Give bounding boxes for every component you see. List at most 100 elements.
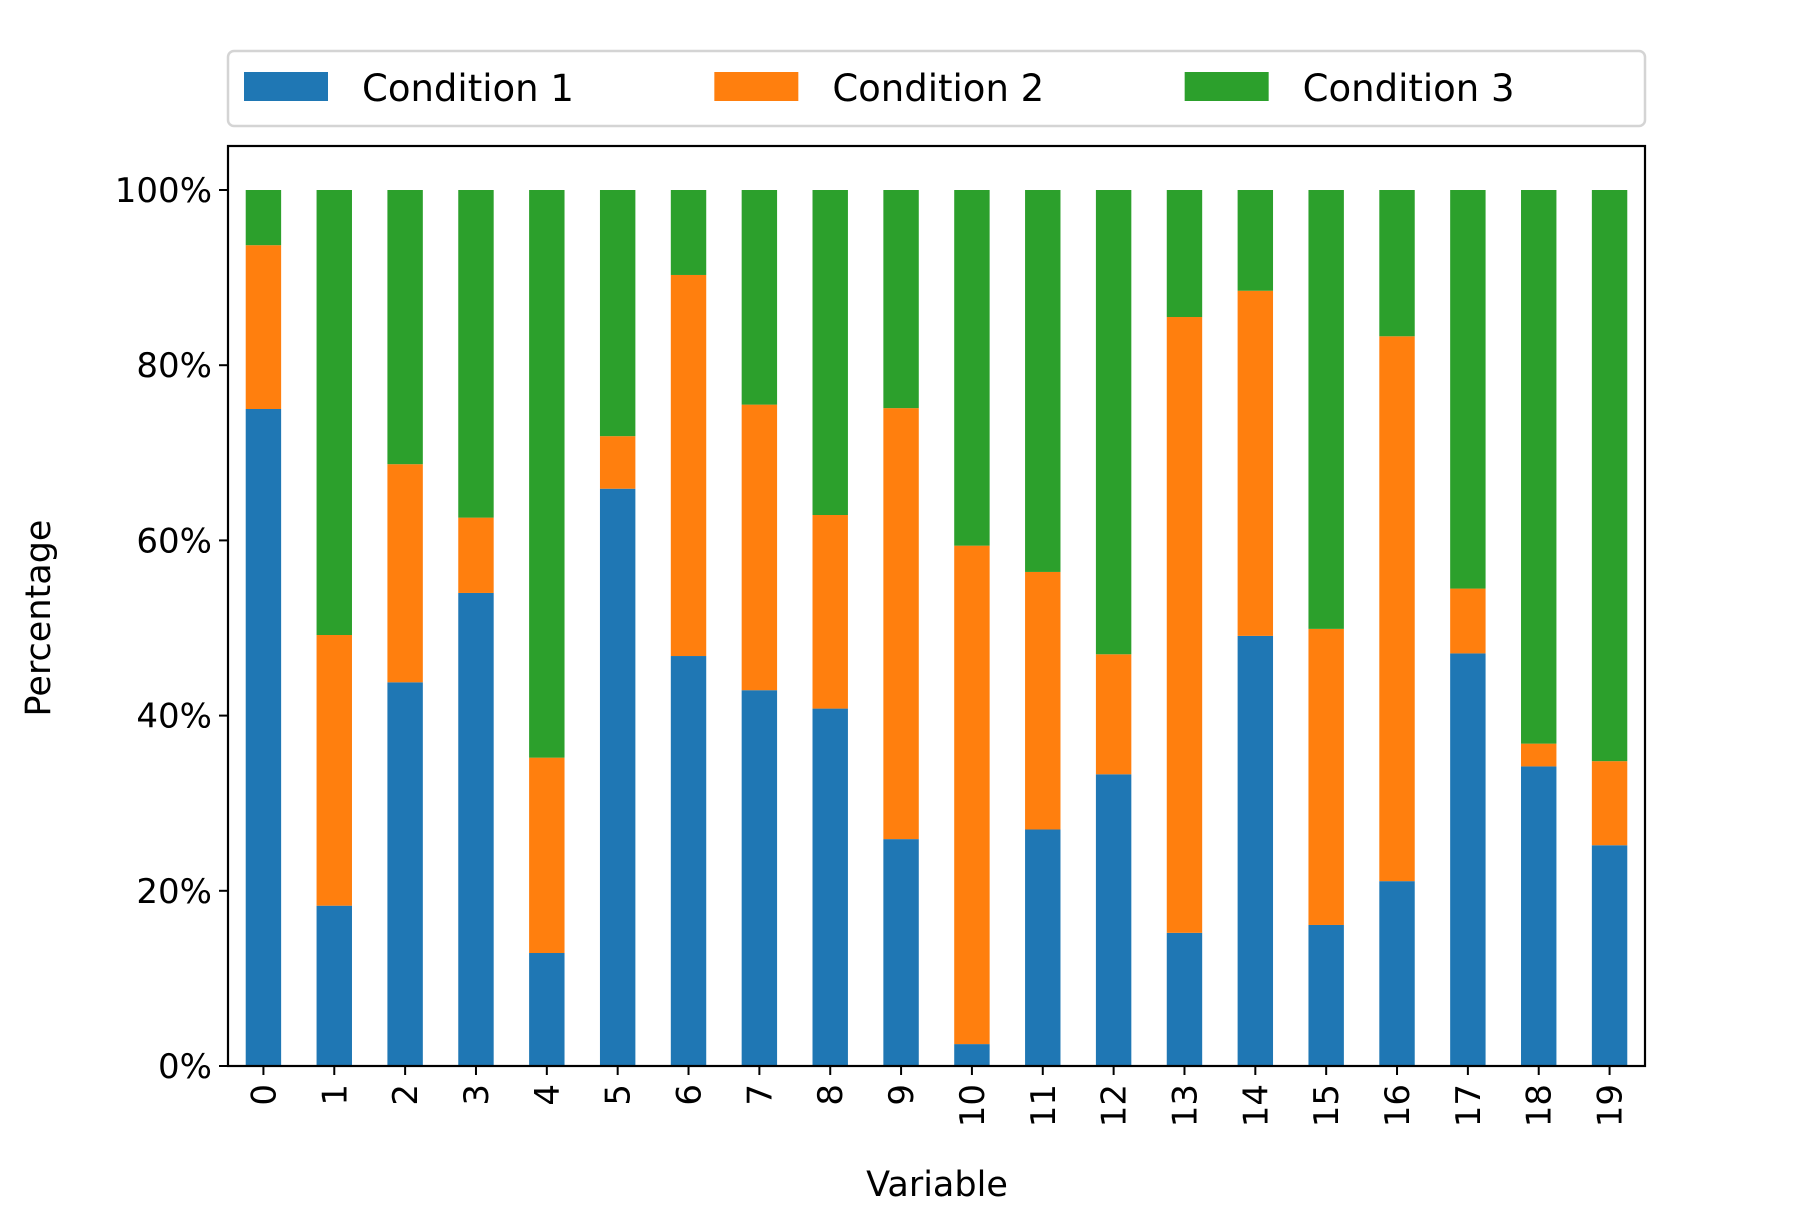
bar-segment-8-series-2: [812, 515, 848, 709]
bar-segment-0-series-1: [245, 409, 282, 1066]
bar-segment-2-series-1: [387, 682, 423, 1066]
bar-segment-10-series-1: [954, 1044, 990, 1066]
bar-segment-4-series-3: [529, 190, 565, 758]
bar-segment-8-series-1: [812, 708, 848, 1066]
bar-segment-16-series-2: [1379, 336, 1415, 882]
bar-segment-17-series-2: [1450, 588, 1486, 654]
bar-segment-14-series-3: [1237, 190, 1274, 291]
legend-swatch-3: [1184, 72, 1269, 101]
bar-segment-5-series-2: [599, 436, 636, 489]
bar-segment-8-series-3: [812, 190, 848, 515]
bar-segment-12-series-1: [1095, 774, 1132, 1066]
x-tick-label-15: 15: [1307, 1084, 1347, 1127]
bar-segment-12-series-3: [1095, 190, 1132, 655]
bar-segment-1-series-3: [316, 190, 352, 636]
x-tick-label-1: 1: [315, 1084, 355, 1106]
x-tick-label-2: 2: [386, 1084, 426, 1106]
bar-segment-3-series-3: [458, 190, 494, 518]
bar-segment-6-series-1: [670, 656, 707, 1066]
x-tick-label-6: 6: [670, 1084, 710, 1106]
x-tick-label-7: 7: [740, 1084, 780, 1106]
bar-segment-10-series-3: [954, 190, 990, 546]
bar-segment-4-series-2: [529, 757, 565, 953]
x-tick-label-10: 10: [953, 1084, 993, 1127]
x-tick-label-8: 8: [811, 1084, 851, 1106]
bar-segment-3-series-1: [458, 592, 494, 1066]
x-tick-label-11: 11: [1024, 1084, 1064, 1127]
bar-segment-16-series-3: [1379, 190, 1415, 337]
bar-segment-4-series-1: [529, 953, 565, 1066]
bar-segment-0-series-3: [245, 190, 282, 246]
bar-segment-13-series-2: [1166, 317, 1203, 933]
bar-segment-9-series-2: [883, 408, 919, 840]
legend-label-1: Condition 1: [362, 67, 574, 110]
bar-segment-18-series-3: [1521, 190, 1557, 744]
bar-segment-5-series-3: [599, 190, 636, 437]
bar-segment-19-series-2: [1591, 761, 1628, 846]
x-axis-label: Variable: [866, 1165, 1008, 1200]
bar-segment-16-series-1: [1379, 881, 1415, 1066]
legend-swatch-1: [244, 72, 328, 101]
bar-segment-15-series-1: [1308, 924, 1344, 1066]
bar-segment-10-series-2: [954, 545, 990, 1045]
bar-segment-19-series-3: [1591, 190, 1628, 762]
bar-segment-17-series-3: [1450, 190, 1486, 589]
x-tick-label-17: 17: [1449, 1084, 1489, 1127]
bar-segment-5-series-1: [599, 488, 636, 1067]
bar-segment-18-series-2: [1521, 743, 1557, 767]
bar-segment-18-series-1: [1521, 766, 1557, 1066]
bar-segment-1-series-2: [316, 635, 352, 906]
bar-segment-9-series-1: [883, 839, 919, 1066]
x-tick-label-16: 16: [1378, 1084, 1418, 1127]
x-tick-label-3: 3: [457, 1084, 497, 1106]
x-tick-label-18: 18: [1520, 1084, 1560, 1127]
bar-segment-2-series-2: [387, 464, 423, 683]
y-tick-label-0: 0%: [158, 1047, 212, 1087]
x-tick-label-14: 14: [1236, 1084, 1276, 1127]
bar-segment-12-series-2: [1095, 654, 1132, 775]
y-axis-label: Percentage: [19, 520, 59, 717]
bar-segment-6-series-3: [670, 190, 707, 275]
bar-segment-3-series-2: [458, 517, 494, 593]
legend-label-2: Condition 2: [832, 67, 1044, 110]
bar-segment-17-series-1: [1450, 653, 1486, 1066]
legend-frame: [226, 49, 1647, 128]
bar-segment-13-series-1: [1166, 932, 1203, 1066]
bar-segment-11-series-3: [1025, 190, 1061, 572]
y-tick-label-100: 100%: [115, 171, 212, 211]
legend-swatch-2: [714, 72, 799, 101]
x-tick-label-5: 5: [599, 1084, 639, 1106]
bar-segment-0-series-2: [245, 245, 282, 409]
bar-segment-19-series-1: [1591, 845, 1628, 1066]
bar-segment-15-series-3: [1308, 190, 1344, 629]
y-tick-label-40: 40%: [136, 697, 212, 737]
bar-segment-11-series-2: [1025, 571, 1061, 830]
bar-segment-15-series-2: [1308, 628, 1344, 925]
bar-segment-6-series-2: [670, 274, 707, 657]
bar-segment-13-series-3: [1166, 190, 1203, 318]
x-tick-label-19: 19: [1591, 1084, 1631, 1127]
bar-segment-1-series-1: [316, 905, 352, 1066]
bar-segment-9-series-3: [883, 190, 919, 409]
y-tick-label-80: 80%: [136, 346, 212, 386]
x-tick-label-13: 13: [1165, 1084, 1205, 1127]
bar-segment-11-series-1: [1025, 829, 1061, 1066]
bar-segment-14-series-2: [1237, 290, 1274, 636]
bar-segment-7-series-3: [741, 190, 778, 405]
x-tick-label-9: 9: [882, 1084, 922, 1106]
x-tick-label-4: 4: [528, 1084, 568, 1106]
bar-segment-14-series-1: [1237, 635, 1274, 1066]
x-tick-label-0: 0: [244, 1084, 284, 1106]
plot-area: 0%20%40%60%80%100%0 1 2 3 4 5 6 7 8 9 10 11 12 13 14 15…: [115, 144, 1647, 1127]
x-tick-label-12: 12: [1095, 1084, 1135, 1127]
legend: Condition 1 Condition 2 Condition 3: [226, 49, 1647, 128]
legend-label-3: Condition 3: [1303, 67, 1515, 110]
plot-frame: [226, 144, 1647, 1068]
bar-segment-7-series-2: [741, 404, 778, 691]
bar-segment-2-series-3: [387, 190, 423, 465]
y-tick-label-60: 60%: [136, 521, 212, 561]
y-tick-label-20: 20%: [136, 872, 212, 912]
bar-segment-7-series-1: [741, 690, 778, 1066]
